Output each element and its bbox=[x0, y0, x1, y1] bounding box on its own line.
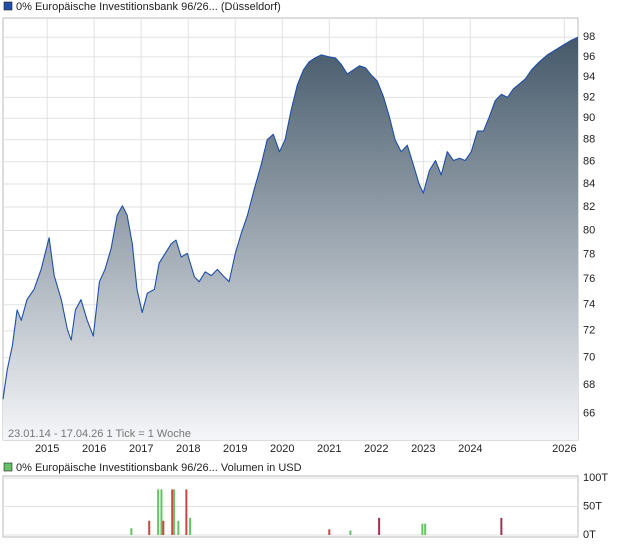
y-tick-label: 100T bbox=[583, 472, 608, 484]
price-area bbox=[3, 37, 578, 440]
volume-bar bbox=[130, 528, 133, 535]
y-tick-label: 66 bbox=[583, 408, 595, 420]
volume-bar bbox=[328, 529, 331, 535]
y-tick-label: 76 bbox=[583, 273, 595, 285]
x-tick-label: 2022 bbox=[364, 443, 388, 455]
y-tick-label: 72 bbox=[583, 325, 595, 337]
volume-bar bbox=[162, 520, 165, 535]
y-tick-label: 88 bbox=[583, 134, 595, 146]
volume-bar bbox=[177, 520, 180, 535]
y-tick-label: 50T bbox=[583, 500, 602, 512]
y-tick-label: 0T bbox=[583, 529, 596, 541]
y-tick-label: 98 bbox=[583, 31, 595, 43]
y-tick-label: 86 bbox=[583, 156, 595, 168]
x-tick-label: 2017 bbox=[129, 443, 153, 455]
y-tick-label: 82 bbox=[583, 201, 595, 213]
legend-label: 0% Europäische Investitionsbank 96/26...… bbox=[16, 1, 281, 13]
y-tick-label: 74 bbox=[583, 299, 595, 311]
y-tick-label: 94 bbox=[583, 71, 595, 83]
volume-bar bbox=[185, 489, 188, 535]
price-line bbox=[2, 36, 579, 400]
y-tick-label: 96 bbox=[583, 51, 595, 63]
volume-bar bbox=[160, 489, 163, 535]
x-tick-label: 2023 bbox=[411, 443, 435, 455]
volume-bar bbox=[173, 489, 176, 535]
volume-bar bbox=[500, 517, 503, 535]
annotation: 23.01.14 - 17.04.26 1 Tick = 1 Woche bbox=[8, 428, 191, 440]
y-tick-label: 84 bbox=[583, 178, 595, 190]
x-tick-label: 2026 bbox=[552, 443, 576, 455]
y-tick-label: 80 bbox=[583, 224, 595, 236]
y-tick-label: 90 bbox=[583, 112, 595, 124]
x-tick-label: 2021 bbox=[317, 443, 341, 455]
volume-bar bbox=[424, 523, 427, 535]
x-tick-label: 2016 bbox=[82, 443, 106, 455]
x-tick-label: 2018 bbox=[176, 443, 200, 455]
y-tick-label: 92 bbox=[583, 91, 595, 103]
y-tick-label: 68 bbox=[583, 379, 595, 391]
legend-label: 0% Europäische Investitionsbank 96/26...… bbox=[16, 462, 302, 474]
x-tick-label: 2019 bbox=[223, 443, 247, 455]
y-tick-label: 70 bbox=[583, 352, 595, 364]
volume-bar bbox=[378, 517, 381, 535]
y-tick-label: 78 bbox=[583, 249, 595, 261]
legend-swatch bbox=[3, 1, 13, 11]
volume-bar bbox=[148, 520, 151, 535]
x-tick-label: 2020 bbox=[270, 443, 294, 455]
x-tick-label: 2024 bbox=[458, 443, 482, 455]
legend-swatch bbox=[3, 462, 13, 472]
volume-bar bbox=[171, 489, 174, 535]
volume-bar bbox=[189, 517, 192, 535]
volume-bar bbox=[157, 489, 160, 535]
x-tick-label: 2015 bbox=[35, 443, 59, 455]
volume-bar bbox=[421, 523, 424, 535]
volume-bar bbox=[349, 530, 352, 535]
